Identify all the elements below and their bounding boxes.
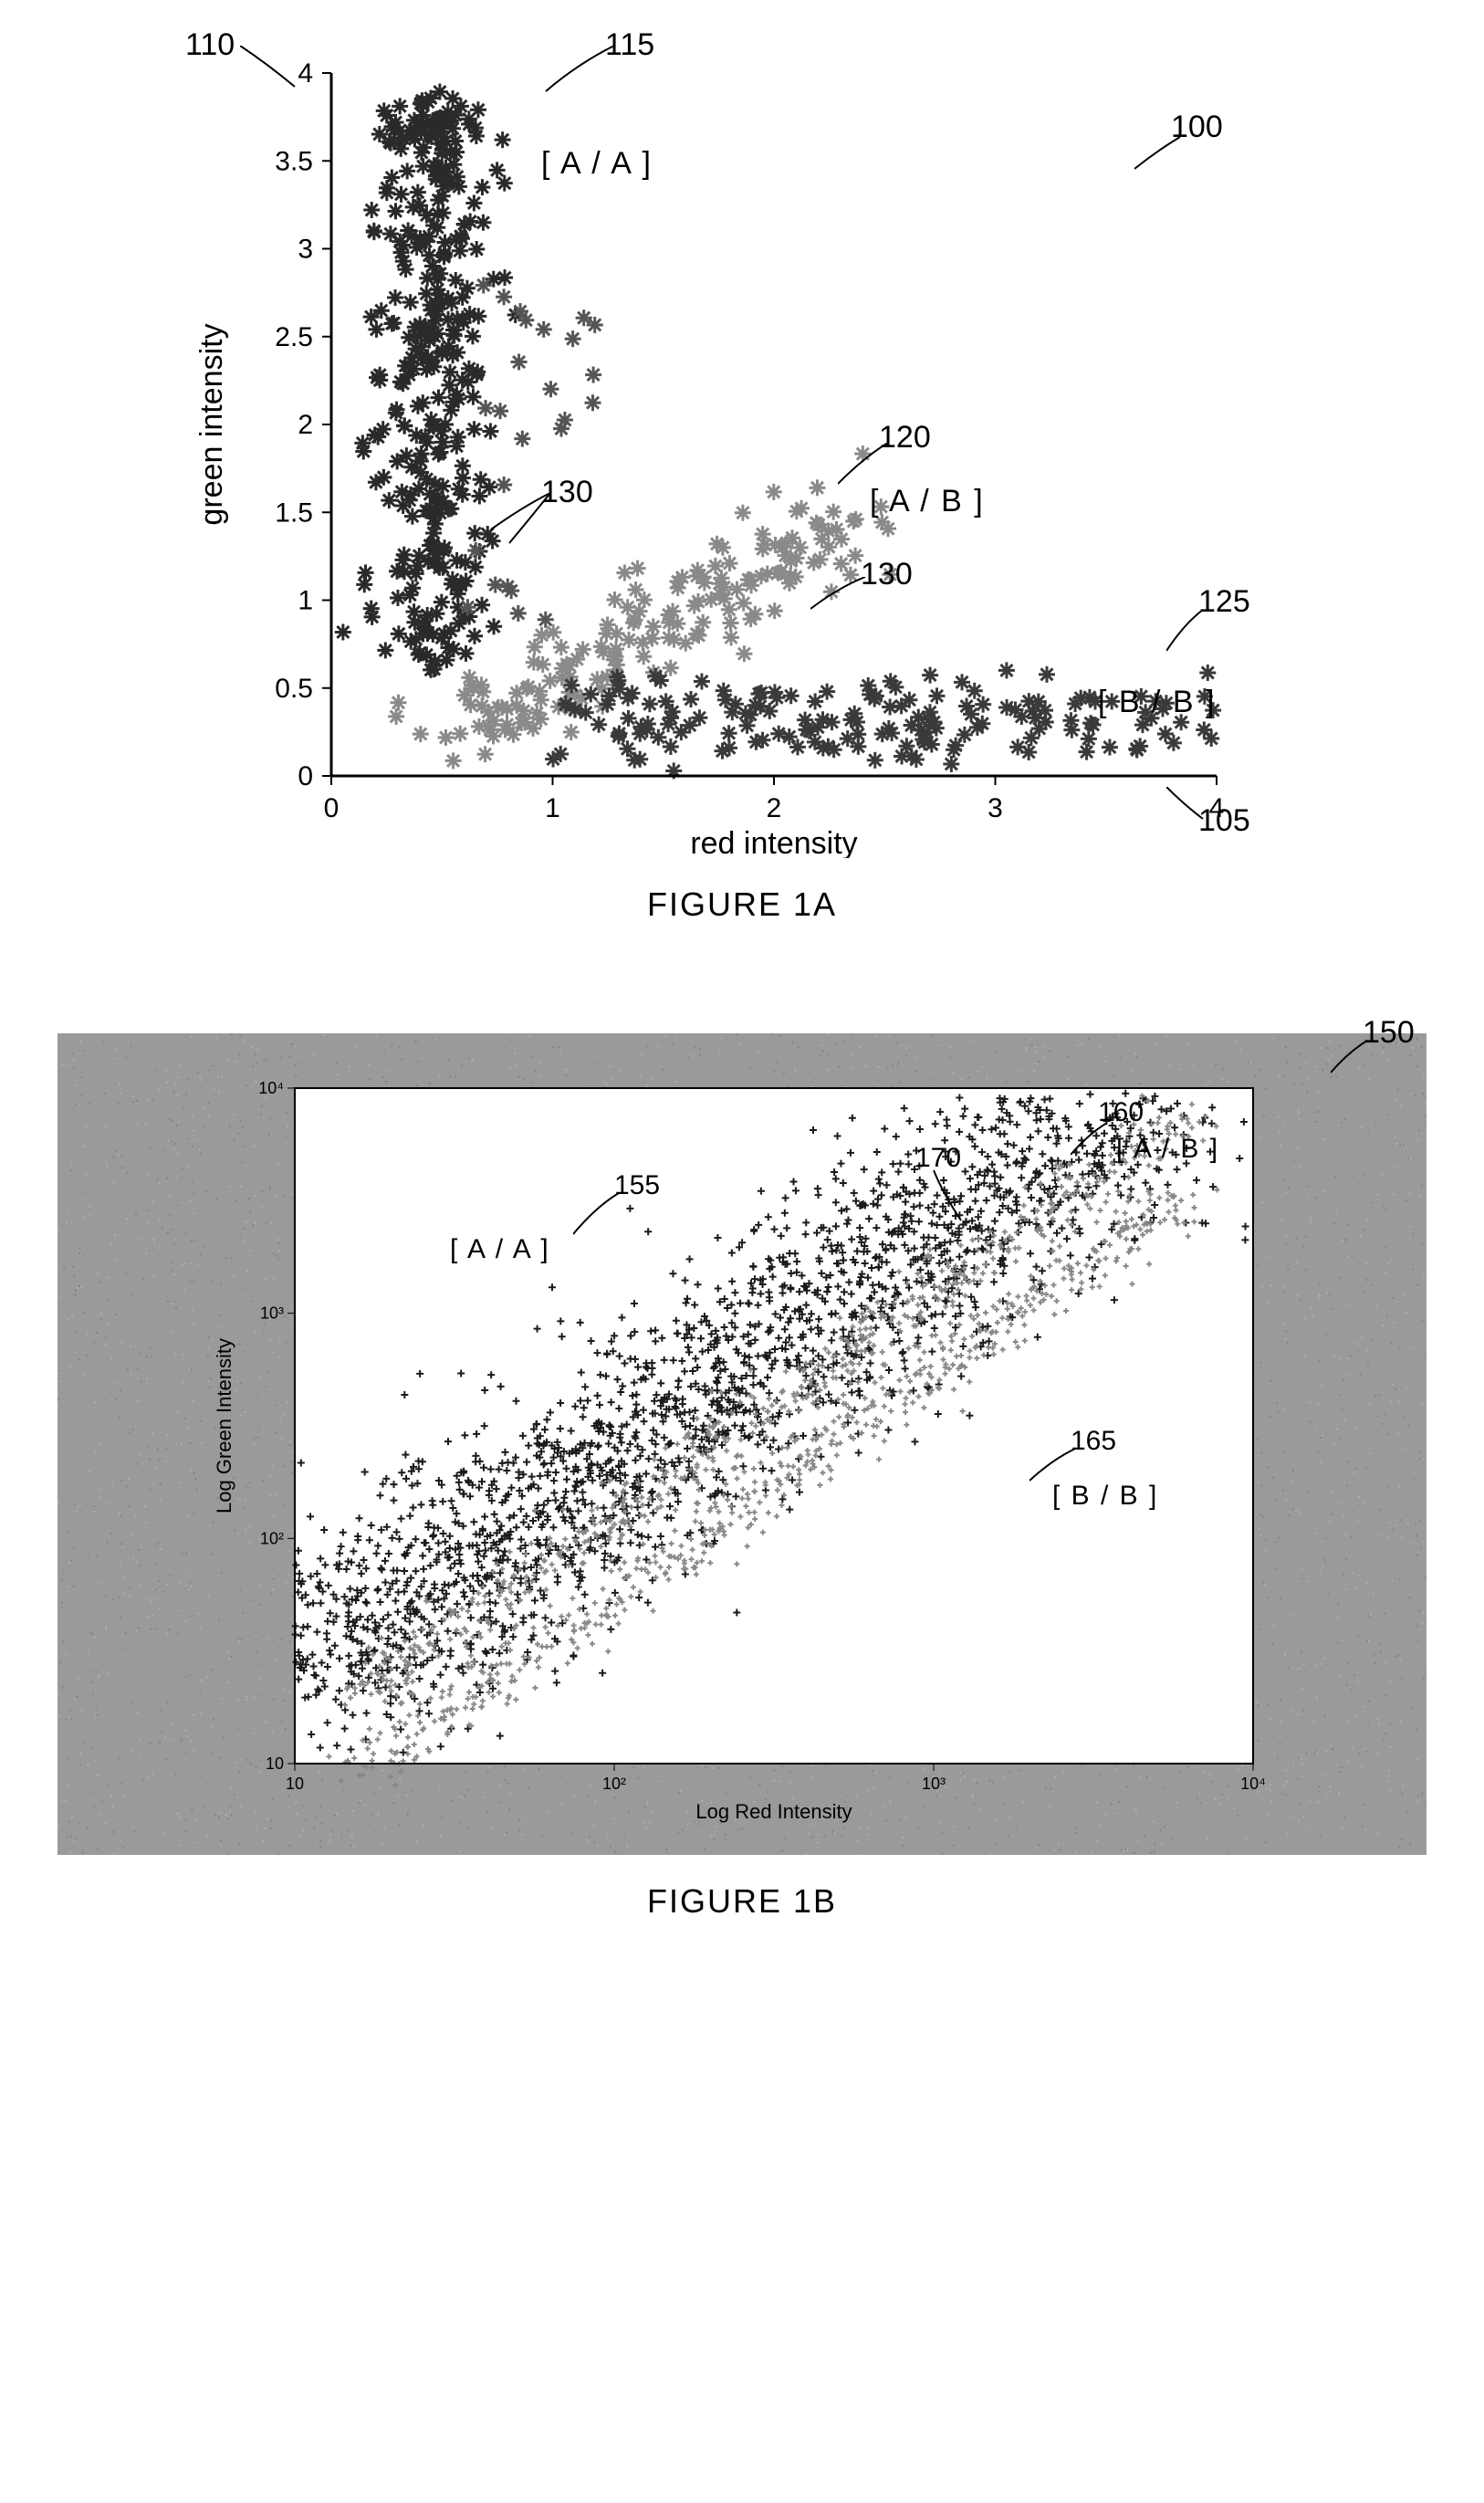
svg-text:3.5: 3.5: [275, 146, 313, 176]
svg-text:10: 10: [266, 1754, 284, 1773]
callout-120: 120: [879, 420, 931, 456]
svg-text:green intensity: green intensity: [194, 323, 229, 525]
figure-caption-b: FIGURE 1B: [57, 1882, 1427, 1921]
callout-130b: 130: [861, 557, 913, 592]
svg-text:Log Red Intensity: Log Red Intensity: [695, 1800, 852, 1823]
svg-text:10⁴: 10⁴: [1240, 1775, 1266, 1793]
svg-text:10³: 10³: [922, 1775, 946, 1793]
callout-105: 105: [1198, 803, 1250, 839]
callout-170: 170: [915, 1143, 961, 1174]
callout-110: 110: [185, 27, 235, 63]
svg-text:10: 10: [286, 1775, 304, 1793]
svg-text:0.5: 0.5: [275, 674, 313, 704]
figure-caption-a: FIGURE 1A: [149, 885, 1335, 924]
figure-1a: 110 115 100 01234 00.511.522.533.54 red …: [149, 37, 1335, 924]
svg-text:10⁴: 10⁴: [258, 1079, 284, 1097]
callout-155: 155: [614, 1170, 660, 1201]
svg-text:0: 0: [298, 761, 313, 791]
svg-text:2: 2: [298, 410, 313, 440]
callout-115: 115: [605, 27, 654, 63]
svg-text:3: 3: [988, 793, 1003, 823]
cluster-label-bb: [ B / B ]: [1098, 685, 1216, 720]
svg-text:red intensity: red intensity: [690, 826, 857, 858]
svg-text:2.5: 2.5: [275, 322, 313, 352]
callout-100: 100: [1171, 110, 1223, 145]
svg-text:1.5: 1.5: [275, 497, 313, 528]
svg-text:Log Green Intensity: Log Green Intensity: [213, 1338, 235, 1513]
callout-130a: 130: [541, 475, 593, 510]
cluster-label-aa: [ A / A ]: [541, 146, 653, 182]
figure-1b: 150 1010²10³10⁴ 1010²10³10⁴ Log Red Inte…: [57, 1033, 1427, 1921]
svg-text:0: 0: [324, 793, 340, 823]
svg-text:2: 2: [767, 793, 782, 823]
svg-text:3: 3: [298, 235, 313, 265]
svg-text:1: 1: [298, 586, 313, 616]
svg-text:10³: 10³: [260, 1304, 284, 1323]
cluster-label-bb-b: [ B / B ]: [1052, 1481, 1158, 1512]
svg-text:10²: 10²: [602, 1775, 626, 1793]
cluster-label-ab-b: [ A / B ]: [1116, 1134, 1219, 1165]
scatter-plot-b: 10 10² 10³ 10⁴ 10 10² 10³ 10⁴ Log Red Intensit…: [57, 1033, 1427, 1855]
svg-text:10²: 10²: [260, 1529, 284, 1547]
callout-160: 160: [1098, 1097, 1144, 1128]
callout-165: 165: [1071, 1426, 1116, 1457]
svg-text:1: 1: [545, 793, 560, 823]
callout-125: 125: [1198, 584, 1250, 620]
cluster-label-aa-b: [ A / A ]: [450, 1234, 550, 1265]
cluster-label-ab: [ A / B ]: [870, 484, 985, 519]
callout-150: 150: [1363, 1015, 1415, 1051]
